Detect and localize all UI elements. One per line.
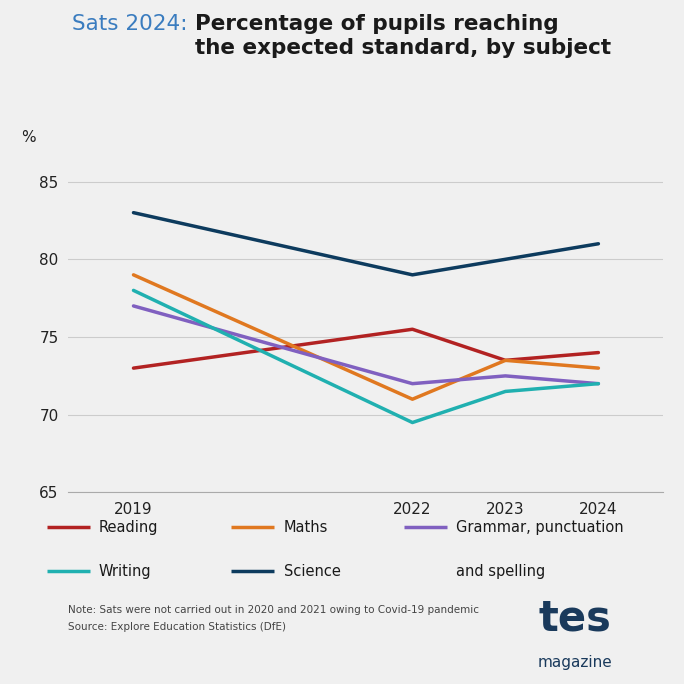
- Text: Writing: Writing: [99, 564, 151, 579]
- Text: Maths: Maths: [284, 520, 328, 535]
- Text: Percentage of pupils reaching
the expected standard, by subject: Percentage of pupils reaching the expect…: [195, 14, 611, 58]
- Text: Sats 2024:: Sats 2024:: [72, 14, 194, 34]
- Text: Note: Sats were not carried out in 2020 and 2021 owing to Covid-19 pandemic: Note: Sats were not carried out in 2020 …: [68, 605, 479, 616]
- Text: magazine: magazine: [537, 655, 612, 670]
- Text: Grammar, punctuation: Grammar, punctuation: [456, 520, 624, 535]
- Text: and spelling: and spelling: [456, 564, 545, 579]
- Text: tes: tes: [538, 597, 611, 639]
- Text: %: %: [21, 130, 36, 145]
- Text: Science: Science: [284, 564, 341, 579]
- Text: Reading: Reading: [99, 520, 158, 535]
- Text: Source: Explore Education Statistics (DfE): Source: Explore Education Statistics (Df…: [68, 622, 287, 633]
